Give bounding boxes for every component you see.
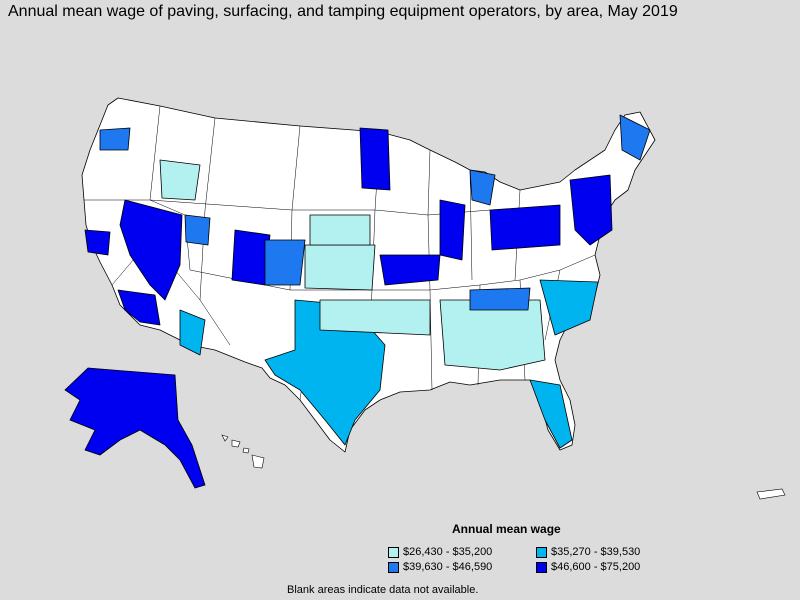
legend-swatch-3 <box>388 561 399 573</box>
region-utah <box>184 214 211 246</box>
region-florida <box>529 379 573 449</box>
region-missouri <box>379 254 441 286</box>
region-maine <box>619 114 651 161</box>
legend-title: Annual mean wage <box>452 522 561 536</box>
region-minnesota <box>359 127 391 191</box>
footnote: Blank areas indicate data not available. <box>287 584 479 596</box>
region-idaho <box>159 159 201 201</box>
region-arizona <box>117 289 161 326</box>
map-title: Annual mean wage of paving, surfacing, a… <box>8 3 678 20</box>
region-nevada <box>119 199 183 301</box>
region-kansas <box>304 244 376 291</box>
legend-item-3: $39,630 - $46,590 <box>388 561 536 573</box>
region-colorado-east <box>264 239 306 286</box>
region-ohio-pa <box>489 204 561 251</box>
legend-label-4: $46,600 - $75,200 <box>551 561 641 573</box>
region-california-north <box>84 229 111 256</box>
region-oregon-wa <box>99 127 131 151</box>
legend-label-2: $35,270 - $39,530 <box>551 546 641 558</box>
legend-label-1: $26,430 - $35,200 <box>403 546 493 558</box>
region-colorado <box>231 229 271 286</box>
region-oklahoma <box>319 299 431 336</box>
legend-swatch-1 <box>388 546 399 558</box>
alaska <box>64 367 206 489</box>
puerto-rico <box>756 488 786 500</box>
region-new-mexico <box>179 309 206 356</box>
region-illinois <box>439 199 466 261</box>
legend-item-1: $26,430 - $35,200 <box>388 546 536 558</box>
region-kentucky <box>469 287 531 311</box>
region-nebraska <box>309 214 371 246</box>
region-texas <box>264 299 386 446</box>
legend-item-2: $35,270 - $39,530 <box>536 546 708 558</box>
hawaii <box>221 434 265 469</box>
region-carolinas <box>539 279 599 336</box>
legend-swatch-2 <box>536 546 547 558</box>
region-northeast <box>569 174 613 246</box>
legend: $26,430 - $35,200 $35,270 - $39,530 $39,… <box>388 546 708 573</box>
region-michigan <box>469 169 496 206</box>
region-southeast <box>439 299 546 371</box>
legend-label-3: $39,630 - $46,590 <box>403 561 493 573</box>
legend-item-4: $46,600 - $75,200 <box>536 561 708 573</box>
legend-swatch-4 <box>536 561 547 573</box>
